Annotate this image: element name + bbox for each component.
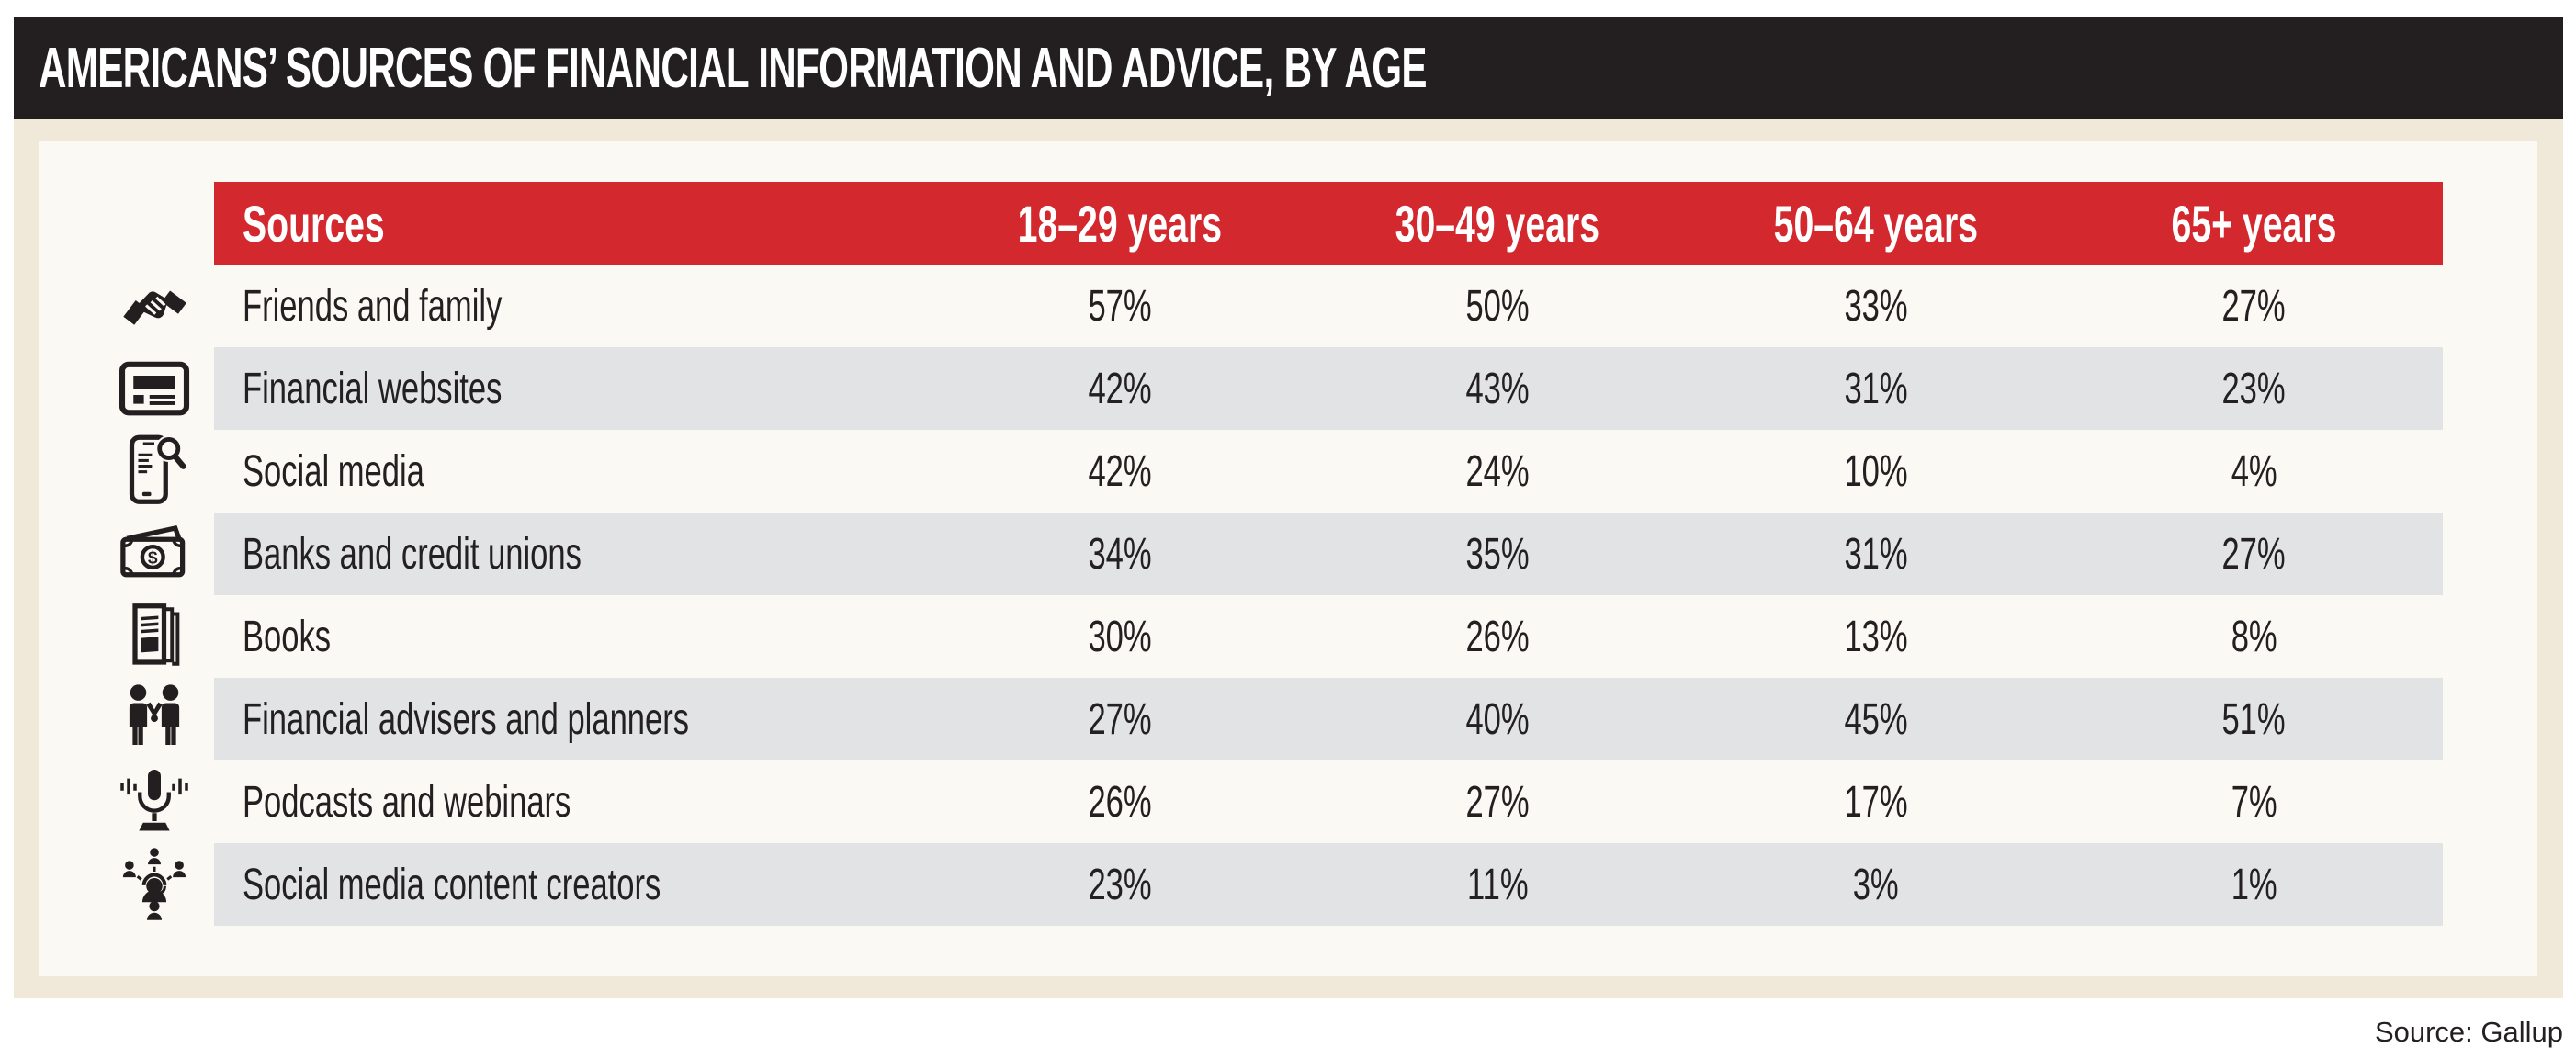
value-cell: 13% — [1844, 612, 1908, 661]
value-cell: 17% — [1844, 777, 1908, 827]
financial-website-icon — [116, 350, 193, 427]
row-icon-cell — [78, 513, 214, 595]
content-creators-icon — [116, 846, 193, 923]
source-label: Podcasts and webinars — [243, 777, 571, 827]
table-row: Banks and credit unions 34% 35% 31% 27% — [78, 513, 2443, 595]
title-bar: AMERICANS’ SOURCES OF FINANCIAL INFORMAT… — [14, 17, 2563, 119]
value-cell: 51% — [2221, 694, 2286, 744]
table-row: Financial advisers and planners 27% 40% … — [78, 678, 2443, 760]
table-row: Books 30% 26% 13% 8% — [78, 595, 2443, 678]
value-cell: 4% — [2231, 446, 2277, 496]
table-row: Podcasts and webinars 26% 27% 17% 7% — [78, 760, 2443, 843]
column-header-30-49: 30–49 years — [1395, 194, 1600, 253]
value-cell: 40% — [1465, 694, 1530, 744]
table-row: Friends and family 57% 50% 33% 27% — [78, 265, 2443, 347]
value-cell: 34% — [1088, 529, 1152, 579]
social-media-phone-icon — [116, 433, 193, 510]
row-icon-cell — [78, 347, 214, 430]
column-header-65-plus: 65+ years — [2171, 194, 2337, 253]
row-icon-cell — [78, 843, 214, 926]
value-cell: 43% — [1465, 364, 1530, 413]
page-title: AMERICANS’ SOURCES OF FINANCIAL INFORMAT… — [39, 36, 1427, 100]
row-icon-cell — [78, 265, 214, 347]
column-header-50-64: 50–64 years — [1773, 194, 1978, 253]
value-cell: 42% — [1088, 364, 1152, 413]
source-label: Financial advisers and planners — [243, 694, 690, 744]
value-cell: 33% — [1844, 281, 1908, 331]
value-cell: 31% — [1844, 529, 1908, 579]
row-icon-cell — [78, 595, 214, 678]
value-cell: 50% — [1465, 281, 1530, 331]
value-cell: 23% — [1088, 860, 1152, 909]
value-cell: 8% — [2231, 612, 2277, 661]
value-cell: 3% — [1852, 860, 1899, 909]
value-cell: 35% — [1465, 529, 1530, 579]
table-row: Financial websites 42% 43% 31% 23% — [78, 347, 2443, 430]
value-cell: 23% — [2221, 364, 2286, 413]
handshake-icon — [116, 267, 193, 344]
value-cell: 24% — [1465, 446, 1530, 496]
value-cell: 7% — [2231, 777, 2277, 827]
table-row: Social media 42% 24% 10% 4% — [78, 430, 2443, 513]
source-label: Banks and credit unions — [243, 529, 582, 579]
table-header-row: Sources 18–29 years 30–49 years 50–64 ye… — [78, 182, 2443, 265]
value-cell: 11% — [1466, 860, 1529, 909]
table-body: Friends and family 57% 50% 33% 27% Finan… — [78, 265, 2443, 926]
value-cell: 57% — [1088, 281, 1152, 331]
header-icon-spacer — [78, 182, 214, 265]
book-icon — [116, 598, 193, 675]
advisers-icon — [116, 681, 193, 758]
value-cell: 1% — [2231, 860, 2277, 909]
value-cell: 27% — [1088, 694, 1152, 744]
value-cell: 26% — [1465, 612, 1530, 661]
column-header-18-29: 18–29 years — [1017, 194, 1222, 253]
value-cell: 26% — [1088, 777, 1152, 827]
row-icon-cell — [78, 760, 214, 843]
value-cell: 31% — [1844, 364, 1908, 413]
age-sources-table: Sources 18–29 years 30–49 years 50–64 ye… — [78, 182, 2443, 926]
row-icon-cell — [78, 430, 214, 513]
source-label: Books — [243, 612, 332, 661]
value-cell: 30% — [1088, 612, 1152, 661]
banknote-icon — [116, 515, 193, 592]
value-cell: 10% — [1844, 446, 1908, 496]
row-icon-cell — [78, 678, 214, 760]
table-row: Social media content creators 23% 11% 3%… — [78, 843, 2443, 926]
source-label: Social media content creators — [243, 860, 661, 909]
value-cell: 27% — [1465, 777, 1530, 827]
source-label: Friends and family — [243, 281, 503, 331]
value-cell: 27% — [2221, 281, 2286, 331]
value-cell: 27% — [2221, 529, 2286, 579]
source-label: Financial websites — [243, 364, 503, 413]
source-note: Source: Gallup — [2374, 1016, 2563, 1048]
value-cell: 42% — [1088, 446, 1152, 496]
source-label: Social media — [243, 446, 424, 496]
column-header-sources: Sources — [243, 194, 385, 253]
value-cell: 45% — [1844, 694, 1908, 744]
podcast-mic-icon — [116, 763, 193, 840]
